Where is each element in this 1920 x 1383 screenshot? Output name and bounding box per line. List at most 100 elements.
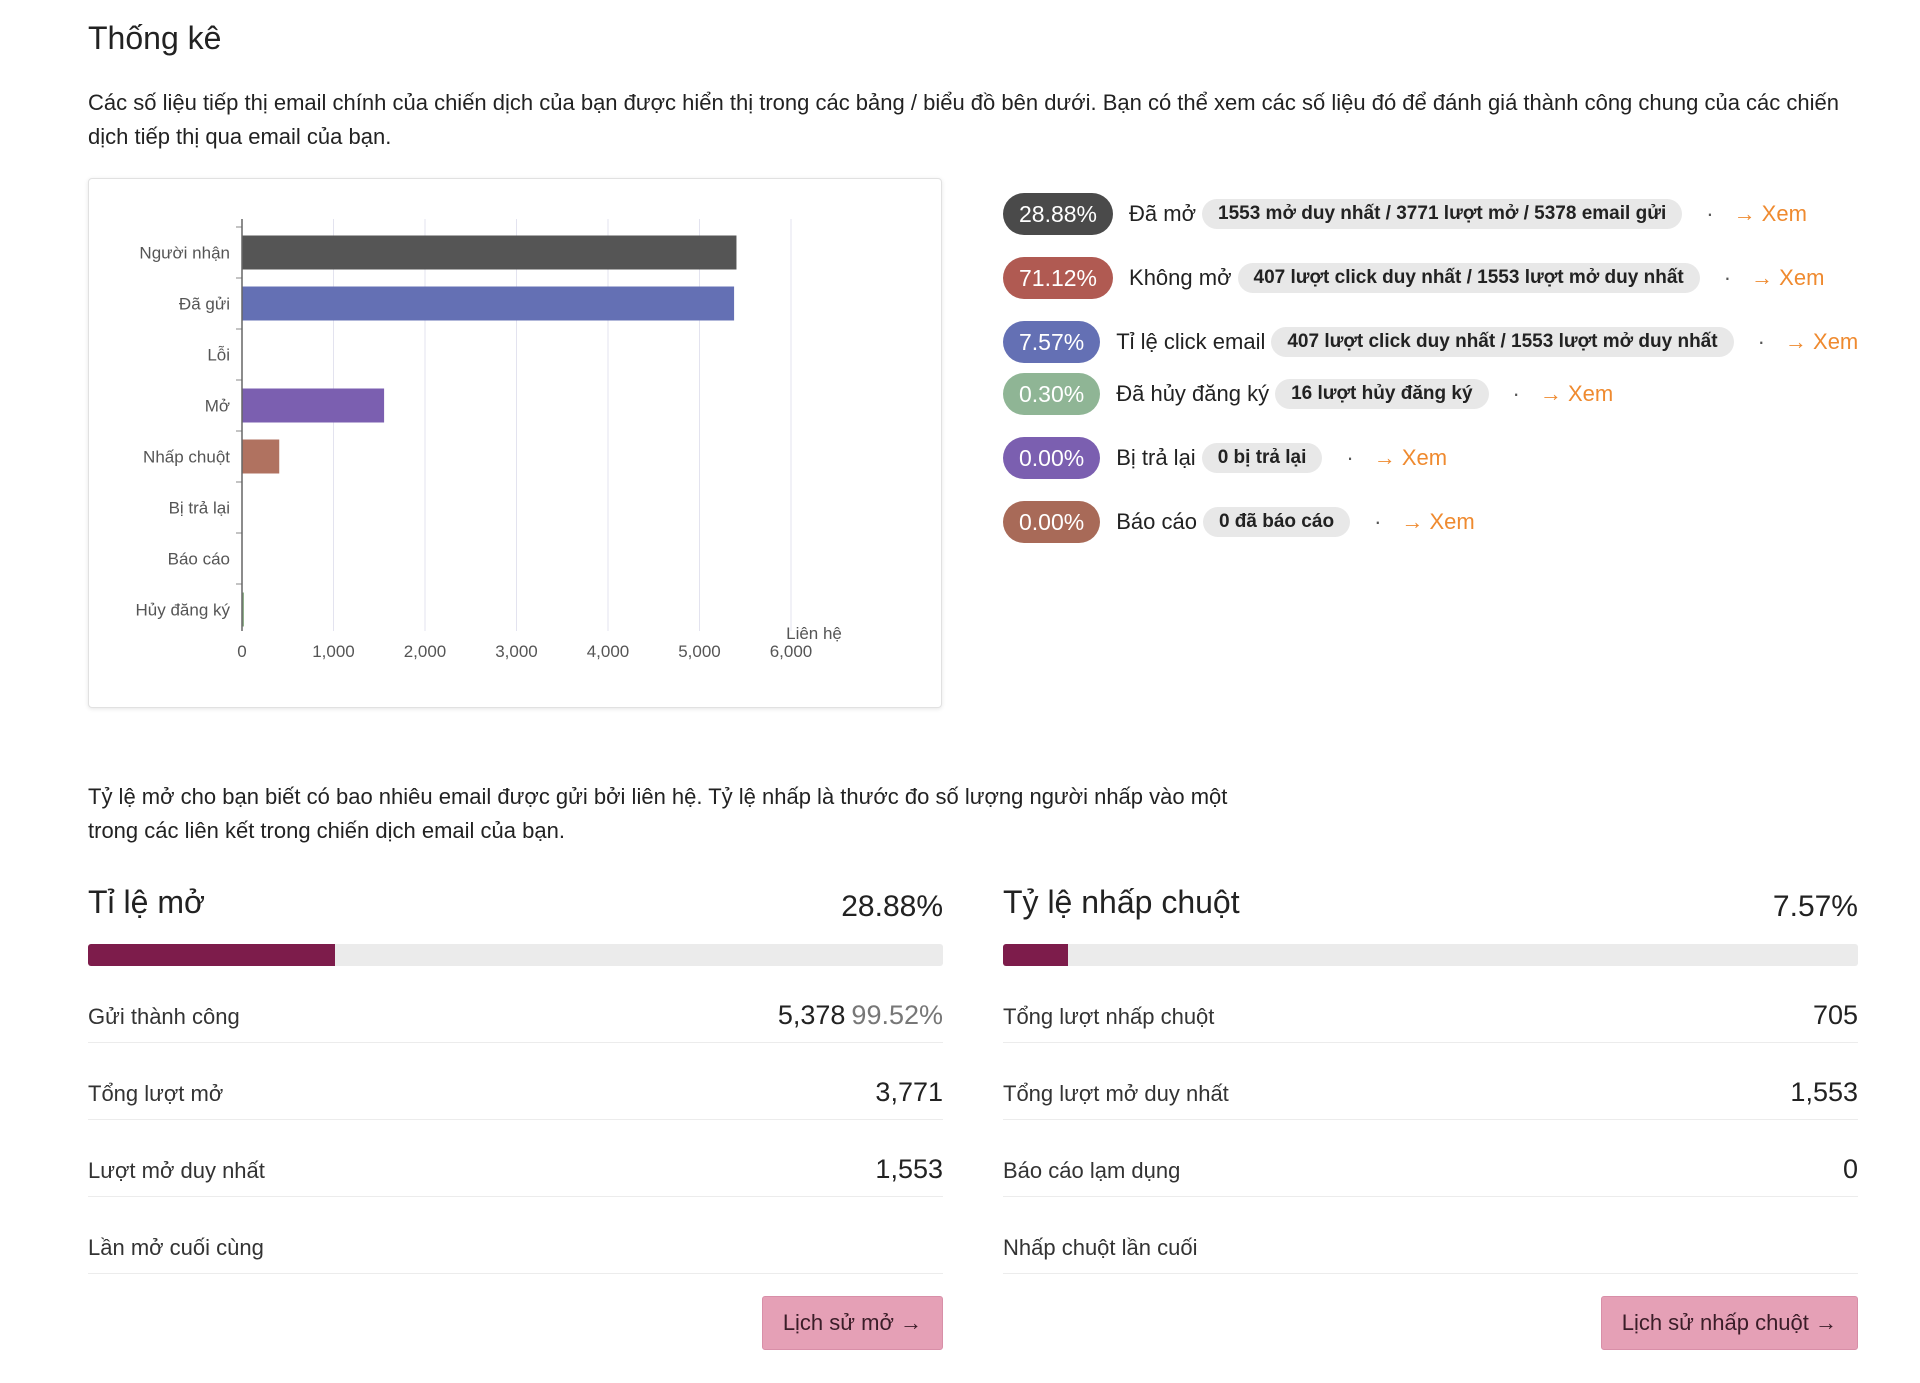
metric-row: Gửi thành công 5,378 99.52% (88, 966, 943, 1043)
bounced-detail-pill: 0 bị trả lại (1201, 443, 1323, 473)
click-rate-progress-fill (1003, 944, 1068, 966)
y-category-label: Nhấp chuột (143, 448, 230, 467)
x-tick-label: 2,000 (404, 642, 447, 661)
total-unique-opens-label: Tổng lượt mở duy nhất (1003, 1081, 1229, 1106)
metric-row: Tổng lượt nhấp chuột 705 (1003, 966, 1858, 1043)
separator-dot: · (1706, 201, 1714, 226)
reported-detail-pill: 0 đã báo cáo (1202, 507, 1351, 537)
abuse-reports-value: 0 (1842, 1154, 1858, 1184)
total-opens-value: 3,771 (875, 1077, 943, 1107)
metric-row: Lượt mở duy nhất 1,553 (88, 1120, 943, 1197)
x-tick-label: 6,000 (770, 642, 813, 661)
open-rate-title: Tỉ lệ mở (88, 884, 205, 920)
not-opened-label: Không mở (1129, 265, 1232, 290)
click-rate-value: 7.57% (1772, 890, 1858, 923)
open-rate-progress-track (88, 944, 943, 966)
click-rate-title: Tỷ lệ nhấp chuột (1003, 884, 1240, 920)
separator-dot: · (1346, 445, 1354, 470)
page-title: Thống kê (88, 20, 222, 56)
click-history-button[interactable]: Lịch sử nhấp chuột → (1600, 1296, 1858, 1350)
abuse-reports-label: Báo cáo lạm dụng (1003, 1158, 1181, 1183)
rates-explanation: Tỷ lệ mở cho bạn biết có bao nhiêu email… (88, 784, 1228, 843)
sent-success-label: Gửi thành công (88, 1004, 240, 1029)
unique-opens-value: 1,553 (875, 1154, 943, 1184)
total-unique-opens-value: 1,553 (1790, 1077, 1858, 1107)
stat-row-reported: 0.00% Báo cáo 0 đã báo cáo · → Xem (1003, 501, 1883, 543)
bounced-label: Bị trả lại (1116, 445, 1196, 470)
metric-row: Lần mở cuối cùng (88, 1197, 943, 1274)
last-click-label: Nhấp chuột lần cuối (1003, 1235, 1198, 1260)
x-tick-label: 1,000 (312, 642, 355, 661)
y-category-label: Đã gửi (179, 295, 230, 314)
stat-row-unsubscribed: 0.30% Đã hủy đăng ký 16 lượt hủy đăng ký · →… (1003, 373, 1883, 415)
x-tick-label: 5,000 (678, 642, 721, 661)
y-category-label: Báo cáo (168, 550, 230, 569)
open-rate-header: Tỉ lệ mở 28.88% (88, 880, 943, 936)
click-rate-header: Tỷ lệ nhấp chuột 7.57% (1003, 880, 1858, 936)
sent-success-count: 5,378 (777, 1000, 846, 1030)
sent-success-value: 5,378 99.52% (778, 1000, 943, 1031)
click-rate-progress-track (1003, 944, 1858, 966)
opened-label: Đã mở (1129, 201, 1197, 226)
stat-row-click-rate: 7.57% Tỉ lệ click email 407 lượt click duy… (1003, 321, 1883, 363)
intro-text: Các số liệu tiếp thị email chính của chi… (88, 90, 1839, 149)
bounced-view-link[interactable]: → Xem (1373, 445, 1448, 470)
unsubscribed-view-link[interactable]: → Xem (1539, 381, 1614, 406)
click-rate-panel: Tỷ lệ nhấp chuột 7.57% Tổng lượt nhấp ch… (1003, 880, 1858, 1350)
bar-4 (242, 388, 385, 423)
opened-view-link[interactable]: → Xem (1733, 201, 1807, 226)
total-clicks-value: 705 (1812, 1000, 1858, 1030)
open-history-button[interactable]: Lịch sử mở → (761, 1296, 943, 1350)
x-tick-label: 0 (237, 642, 246, 661)
bar-8 (242, 592, 244, 627)
metric-row: Báo cáo lạm dụng 0 (1003, 1120, 1858, 1197)
click-rate-label: Tỉ lệ click email (1116, 329, 1266, 354)
unsubscribed-label: Đã hủy đăng ký (1116, 381, 1270, 406)
metric-row: Tổng lượt mở duy nhất 1,553 (1003, 1043, 1858, 1120)
stat-row-not-opened: 71.12% Không mở 407 lượt click duy nhất / … (1003, 257, 1883, 299)
bar-2 (242, 286, 735, 321)
separator-dot: · (1374, 509, 1382, 534)
y-category-label: Hủy đăng ký (136, 601, 231, 620)
stat-row-opened: 28.88% Đã mở 1553 mở duy nhất / 3771 lượt … (1003, 193, 1883, 235)
last-open-label: Lần mở cuối cùng (88, 1235, 264, 1260)
unique-opens-label: Lượt mở duy nhất (88, 1158, 265, 1183)
open-rate-value: 28.88% (841, 890, 943, 923)
click-rate-detail-pill: 407 lượt click duy nhất / 1553 lượt mở d… (1271, 327, 1734, 357)
click-rate-view-link[interactable]: → Xem (1784, 329, 1859, 354)
sent-success-percent: 99.52% (851, 1000, 943, 1030)
x-tick-label: 3,000 (495, 642, 538, 661)
y-category-label: Mở (205, 397, 230, 416)
reported-pct-badge: 0.00% (1003, 501, 1101, 543)
not-opened-view-link[interactable]: → Xem (1751, 265, 1825, 290)
opened-pct-badge: 28.88% (1003, 193, 1114, 235)
separator-dot: · (1757, 329, 1765, 354)
x-tick-label: 4,000 (587, 642, 630, 661)
unsubscribed-pct-badge: 0.30% (1003, 373, 1101, 415)
chart-canvas: 0 1,000 2,000 3,000 4,000 5,000 6,000 Người nhậ… (136, 219, 842, 661)
x-axis-title: Liên hệ (786, 624, 842, 643)
metric-row: Tổng lượt mở 3,771 (88, 1043, 943, 1120)
bounced-pct-badge: 0.00% (1003, 437, 1101, 479)
y-category-label: Người nhận (139, 244, 230, 263)
stat-row-bounced: 0.00% Bị trả lại 0 bị trả lại · → Xem (1003, 437, 1883, 479)
y-category-label: Bị trả lại (169, 499, 230, 518)
total-clicks-label: Tổng lượt nhấp chuột (1003, 1004, 1215, 1029)
unsubscribed-detail-pill: 16 lượt hủy đăng ký (1275, 379, 1489, 409)
metric-row: Nhấp chuột lần cuối (1003, 1197, 1858, 1274)
open-rate-panel: Tỉ lệ mở 28.88% Gửi thành công 5,378 99.5… (88, 880, 943, 1350)
opened-detail-pill: 1553 mở duy nhất / 3771 lượt mở / 5378 e… (1202, 199, 1683, 229)
separator-dot: · (1512, 381, 1520, 406)
stats-list: 28.88% Đã mở 1553 mở duy nhất / 3771 lượt … (1003, 193, 1883, 565)
total-opens-label: Tổng lượt mở (88, 1081, 224, 1106)
not-opened-pct-badge: 71.12% (1003, 257, 1114, 299)
contacts-bar-chart: 0 1,000 2,000 3,000 4,000 5,000 6,000 Người nhậ… (88, 178, 942, 708)
not-opened-detail-pill: 407 lượt click duy nhất / 1553 lượt mở d… (1237, 263, 1700, 293)
reported-label: Báo cáo (1116, 509, 1197, 534)
bar-5 (242, 439, 280, 474)
open-rate-progress-fill (88, 944, 335, 966)
reported-view-link[interactable]: → Xem (1401, 509, 1475, 534)
click-rate-pct-badge: 7.57% (1003, 321, 1101, 363)
y-category-label: Lỗi (207, 346, 230, 365)
bar-1 (242, 235, 737, 270)
